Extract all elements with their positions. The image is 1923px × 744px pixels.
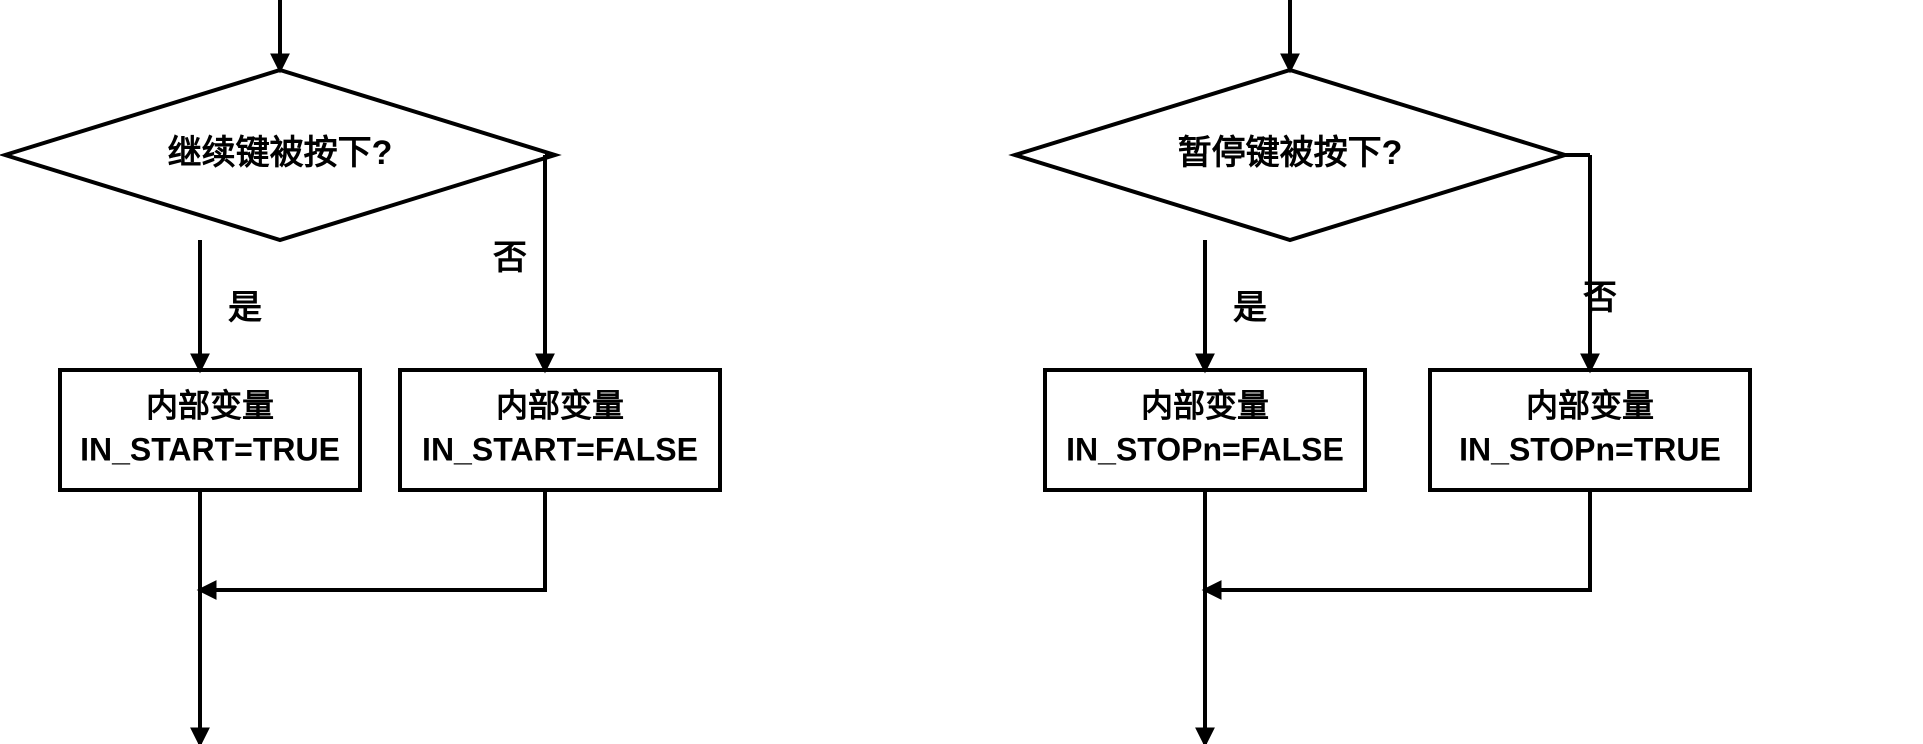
- right-flow: 暂停键被按下? 是 否内部变量 IN_STOPn=FALSE 内部变量 IN_STOPn=…: [1015, 0, 1750, 744]
- right-box_yes-line2: IN_STOPn=FALSE: [1066, 431, 1344, 467]
- left-edge-no-label: 否: [493, 239, 527, 277]
- right-merge-line: [1205, 490, 1590, 590]
- left-merge-line: [200, 490, 545, 590]
- right-box_no-line2: IN_STOPn=TRUE: [1459, 431, 1721, 467]
- left-box_yes-line2: IN_START=TRUE: [80, 431, 340, 467]
- left-box_no-line1: 内部变量: [496, 387, 624, 423]
- left-decision-text: 继续键被按下?: [168, 134, 393, 172]
- right-edge-yes-label: 是: [1233, 289, 1267, 327]
- right-decision-text: 暂停键被按下?: [1178, 134, 1403, 172]
- right-box_no-line1: 内部变量: [1526, 387, 1654, 423]
- right-edge-no-label: 否: [1583, 279, 1617, 317]
- left-flow: 继续键被按下? 是 否内部变量 IN_START=TRUE 内部变量 IN_START=F…: [5, 0, 720, 744]
- left-box_no-line2: IN_START=FALSE: [422, 431, 698, 467]
- left-box_yes-line1: 内部变量: [146, 387, 274, 423]
- left-edge-yes-label: 是: [228, 289, 262, 327]
- right-box_yes-line1: 内部变量: [1141, 387, 1269, 423]
